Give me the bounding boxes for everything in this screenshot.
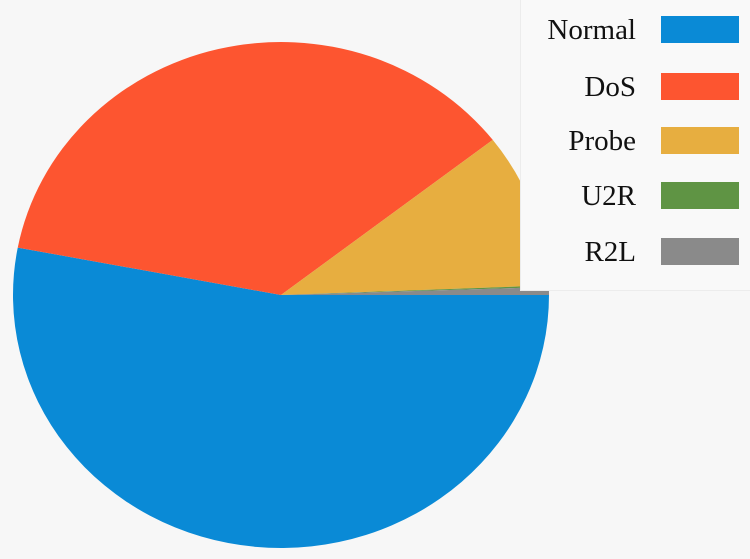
legend-swatch [661,73,739,100]
legend-swatch [661,16,739,43]
pie-slice-r2l [281,287,549,295]
legend-label: Normal [547,14,636,46]
legend-item-dos: DoS [521,69,750,105]
legend-label: DoS [584,71,636,103]
pie-slice-probe [281,139,549,295]
pie-slice-u2r [281,285,549,295]
pie-slice-dos [17,41,493,295]
legend-label: Probe [568,125,636,157]
legend-item-u2r: U2R [521,178,750,214]
legend-swatch [661,182,739,209]
legend-item-normal: Normal [521,12,750,48]
legend-swatch [661,127,739,154]
pie-slice-normal [13,247,550,548]
legend-item-probe: Probe [521,123,750,159]
legend-swatch [661,238,739,265]
legend-item-r2l: R2L [521,234,750,270]
legend-label: U2R [581,180,636,212]
legend-label: R2L [584,236,636,268]
legend: Normal DoS Probe U2R R2L [520,0,750,291]
